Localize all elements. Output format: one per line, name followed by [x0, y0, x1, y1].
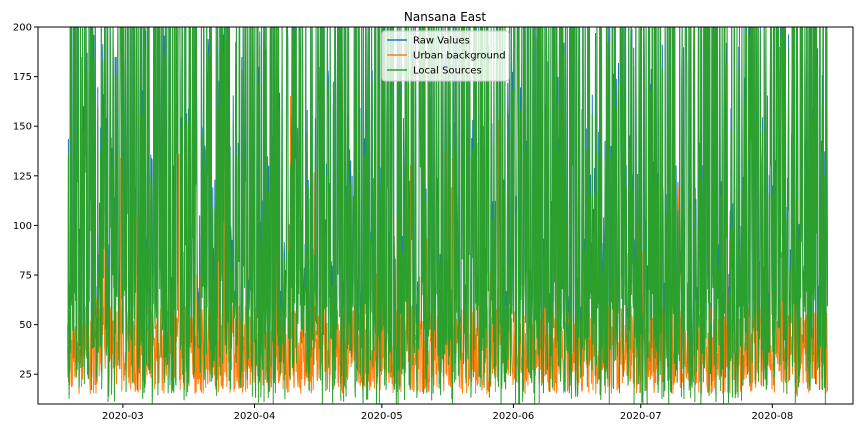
x-tick-label: 2020-05	[361, 411, 403, 422]
legend-label: Urban background	[413, 51, 506, 62]
x-tick-label: 2020-07	[620, 411, 662, 422]
legend: Raw Values Urban background Local Sources	[381, 30, 510, 82]
y-tick-label: 150	[13, 122, 32, 133]
x-tick-label: 2020-08	[751, 411, 793, 422]
legend-label: Local Sources	[413, 66, 482, 77]
x-tick-label: 2020-06	[493, 411, 535, 422]
y-axis: 25 50 75 100 125 150 175 200	[13, 23, 38, 381]
x-tick-label: 2020-04	[234, 411, 276, 422]
y-tick-label: 175	[13, 72, 32, 83]
y-tick-label: 200	[13, 23, 32, 34]
series-line-local-sources	[67, 27, 829, 404]
plot-frame	[37, 26, 854, 405]
legend-box	[381, 30, 510, 82]
plot-area	[67, 27, 829, 404]
y-tick-label: 75	[19, 271, 32, 282]
y-tick-label: 50	[19, 320, 32, 331]
y-tick-label: 125	[13, 171, 32, 182]
series-local-sources	[67, 27, 829, 404]
x-tick-label: 2020-03	[102, 411, 144, 422]
chart-title: Nansana East	[404, 10, 487, 24]
x-axis: 2020-03 2020-04 2020-05 2020-06 2020-07 2020-…	[102, 404, 793, 422]
y-tick-label: 100	[13, 221, 32, 232]
y-tick-label: 25	[19, 370, 32, 381]
legend-label: Raw Values	[413, 36, 470, 47]
